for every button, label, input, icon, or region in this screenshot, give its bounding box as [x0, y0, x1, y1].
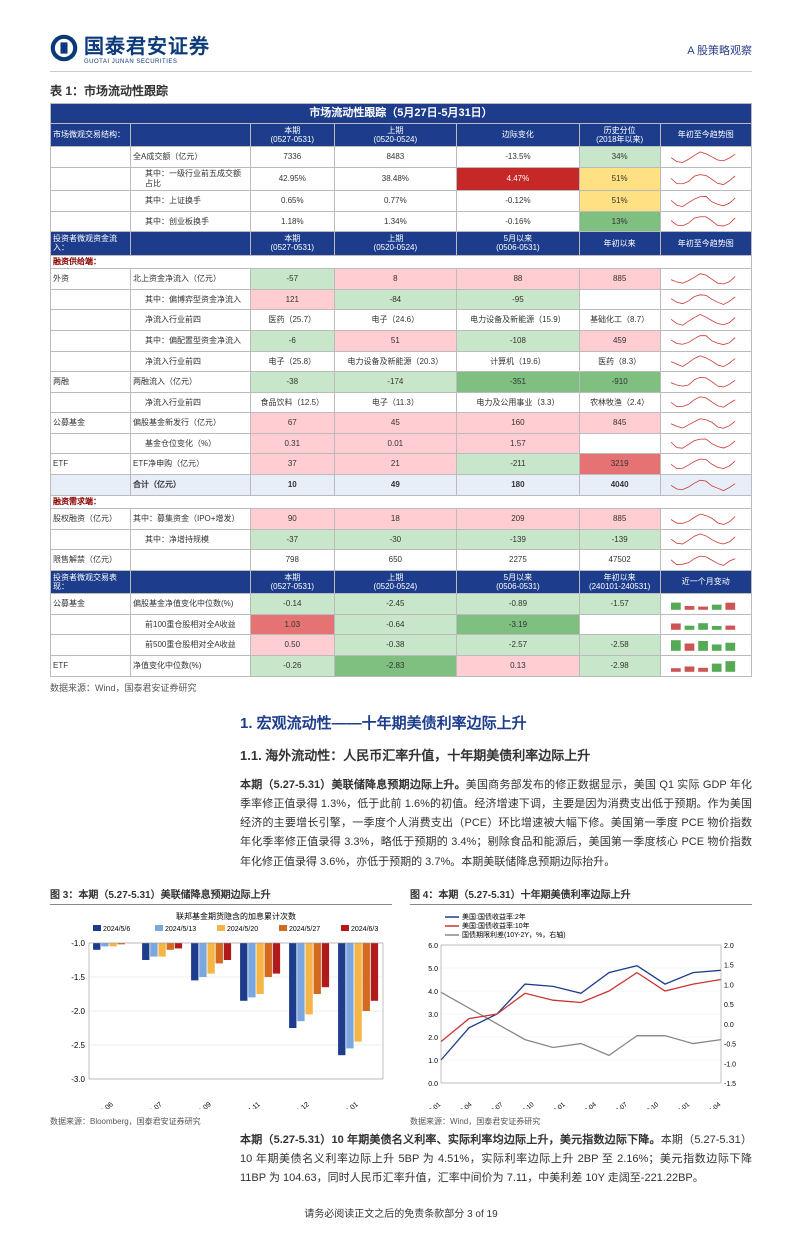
svg-text:-1.0: -1.0 — [724, 1061, 736, 1068]
svg-text:1.0: 1.0 — [428, 1058, 438, 1065]
svg-text:-2.0: -2.0 — [71, 1007, 85, 1016]
svg-text:1.0: 1.0 — [724, 982, 734, 989]
svg-text:-1.0: -1.0 — [71, 939, 85, 948]
svg-text:4.0: 4.0 — [428, 989, 438, 996]
chart4-source: 数据来源：Wind，国泰君安证券研究 — [410, 1116, 752, 1127]
page-footer: 请务必阅读正文之后的免责条款部分 3 of 19 — [50, 1205, 752, 1220]
page-header: 国泰君安证券 GUOTAI JUNAN SECURITIES A 股策略观察 — [50, 30, 752, 72]
chart3-title: 图 3：本期（5.27-5.31）美联储降息预期边际上升 — [50, 886, 392, 905]
svg-text:-1.5: -1.5 — [724, 1081, 736, 1088]
svg-text:联邦基金期货隐含的加息累计次数: 联邦基金期货隐含的加息累计次数 — [176, 911, 296, 921]
table-main-header: 市场流动性跟踪（5月27日-5月31日） — [51, 104, 752, 124]
logo-text-cn: 国泰君安证券 — [84, 30, 210, 59]
svg-text:2024-11: 2024-11 — [238, 1101, 262, 1109]
svg-text:2024-07: 2024-07 — [140, 1101, 164, 1109]
charts-container: 图 3：本期（5.27-5.31）美联储降息预期边际上升 联邦基金期货隐含的加息… — [50, 886, 752, 1127]
svg-text:2.0: 2.0 — [724, 943, 734, 950]
svg-text:-1.5: -1.5 — [71, 973, 85, 982]
svg-text:2023-07: 2023-07 — [606, 1101, 629, 1109]
svg-text:2024-09: 2024-09 — [189, 1101, 213, 1109]
svg-text:2.0: 2.0 — [428, 1035, 438, 1042]
svg-text:-2.5: -2.5 — [71, 1041, 85, 1050]
svg-text:2022-07: 2022-07 — [482, 1101, 505, 1109]
svg-text:2023-01: 2023-01 — [544, 1101, 567, 1109]
svg-text:2024-01: 2024-01 — [668, 1101, 691, 1109]
svg-text:2023-10: 2023-10 — [637, 1101, 660, 1109]
chart4-title: 图 4：本期（5.27-5.31）十年期美债利率边际上升 — [410, 886, 752, 905]
svg-text:2024/5/20: 2024/5/20 — [227, 926, 258, 933]
liquidity-table: 市场流动性跟踪（5月27日-5月31日） 市场微观交易结构：本期(0527-05… — [50, 103, 752, 677]
logo: 国泰君安证券 GUOTAI JUNAN SECURITIES — [50, 30, 210, 65]
svg-text:5.0: 5.0 — [428, 966, 438, 973]
company-logo-icon — [50, 34, 78, 62]
svg-text:2022-04: 2022-04 — [451, 1101, 474, 1109]
svg-text:0.0: 0.0 — [428, 1081, 438, 1088]
svg-text:美国:国债收益率:2年: 美国:国债收益率:2年 — [462, 912, 526, 921]
svg-text:2024-12: 2024-12 — [287, 1101, 311, 1109]
svg-text:1.5: 1.5 — [724, 963, 734, 970]
section-h2: 1.1. 海外流动性：人民币汇率升值，十年期美债利率边际上升 — [240, 745, 752, 764]
svg-text:6.0: 6.0 — [428, 943, 438, 950]
svg-text:国债期限利差(10Y-2Y，%，右轴): 国债期限利差(10Y-2Y，%，右轴) — [462, 930, 566, 939]
svg-text:2024-04: 2024-04 — [700, 1101, 723, 1109]
chart3-source: 数据来源：Bloomberg，国泰君安证券研究 — [50, 1116, 392, 1127]
svg-text:2024/5/13: 2024/5/13 — [165, 926, 196, 933]
paragraph-1: 本期（5.27-5.31）美联储降息预期边际上升。美国商务部发布的修正数据显示，… — [240, 776, 752, 872]
svg-text:2024-06: 2024-06 — [91, 1101, 115, 1109]
fund-demand-label: 融资需求端： — [51, 495, 752, 509]
chart3-bar: 联邦基金期货隐含的加息累计次数 2024/5/6 2024/5/13 2024/5/2… — [50, 909, 392, 1109]
table-caption: 表 1：市场流动性跟踪 — [50, 82, 752, 99]
table-source: 数据来源：Wind，国泰君安证券研究 — [50, 681, 752, 694]
paragraph-2: 本期（5.27-5.31）10 年期美债名义利率、实际利率均边际上升，美元指数边… — [240, 1131, 752, 1189]
svg-text:3.0: 3.0 — [428, 1012, 438, 1019]
svg-text:2024/6/3: 2024/6/3 — [351, 926, 378, 933]
logo-text-en: GUOTAI JUNAN SECURITIES — [84, 59, 210, 65]
fund-supply-label: 融资供给端： — [51, 255, 752, 269]
svg-text:-3.0: -3.0 — [71, 1075, 85, 1084]
svg-text:美国:国债收益率:10年: 美国:国债收益率:10年 — [462, 921, 530, 930]
svg-text:2023-04: 2023-04 — [575, 1101, 598, 1109]
svg-text:2022-01: 2022-01 — [420, 1101, 443, 1109]
document-category: A 股策略观察 — [687, 30, 752, 58]
svg-text:0.5: 0.5 — [724, 1002, 734, 1009]
svg-text:-0.5: -0.5 — [724, 1041, 736, 1048]
svg-text:2025-01: 2025-01 — [336, 1101, 360, 1109]
chart4-line: 美国:国债收益率:2年美国:国债收益率:10年国债期限利差(10Y-2Y，%，右… — [410, 909, 752, 1109]
svg-text:0.0: 0.0 — [724, 1022, 734, 1029]
svg-text:2024/5/27: 2024/5/27 — [289, 926, 320, 933]
svg-text:2022-10: 2022-10 — [513, 1101, 536, 1109]
svg-text:2024/5/6: 2024/5/6 — [103, 926, 130, 933]
section-h1: 1. 宏观流动性——十年期美债利率边际上升 — [240, 712, 752, 733]
